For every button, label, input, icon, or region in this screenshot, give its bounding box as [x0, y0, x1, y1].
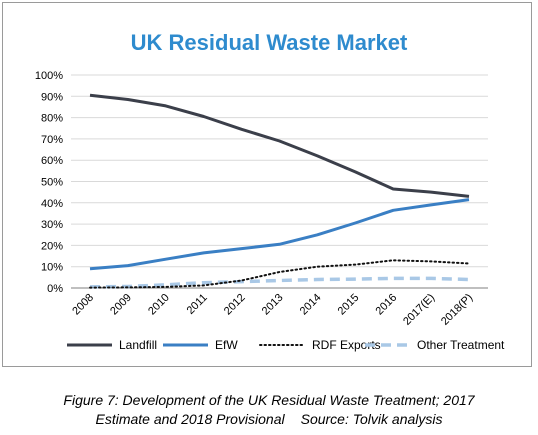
series-line-rdf-exports	[89, 259, 470, 289]
y-tick-label: 70%	[41, 134, 63, 146]
legend-label: EfW	[215, 338, 238, 352]
y-tick-label: 20%	[41, 240, 63, 252]
x-tick-label: 2015	[336, 292, 362, 318]
y-tick-label: 60%	[41, 155, 63, 167]
y-tick-label: 0%	[47, 283, 63, 295]
x-tick-label: 2010	[146, 292, 172, 318]
x-tick-label: 2009	[108, 292, 134, 318]
legend-label: Other Treatment	[417, 338, 505, 352]
y-tick-label: 30%	[41, 219, 63, 231]
caption-source: Source: Tolvik analysis	[300, 411, 443, 427]
series-line-efw	[89, 198, 470, 271]
y-tick-label: 10%	[41, 262, 63, 274]
y-tick-label: 50%	[41, 177, 63, 189]
y-tick-label: 90%	[41, 91, 63, 103]
legend-label: RDF Exports	[312, 338, 381, 352]
x-tick-label: 2008	[70, 292, 96, 318]
chart-plot: 0% 10% 20% 30% 40% 50% 60% 70% 80% 90% 100% 2008 200…	[35, 70, 505, 352]
series-line-landfill	[89, 93, 470, 198]
caption-line-1: Figure 7: Development of the UK Residual…	[63, 392, 475, 408]
x-tick-label: 2018(P)	[439, 292, 475, 328]
figure-caption: Figure 7: Development of the UK Residual…	[0, 391, 538, 429]
legend-label: Landfill	[119, 338, 157, 352]
x-tick-label: 2013	[260, 292, 286, 318]
y-tick-label: 80%	[41, 113, 63, 125]
series-line-other-treatment	[89, 276, 470, 289]
x-tick-label: 2017(E)	[401, 292, 437, 328]
chart-frame	[2, 2, 532, 367]
caption-line-2-text: Estimate and 2018 Provisional	[95, 411, 285, 427]
y-tick-label: 100%	[35, 70, 63, 82]
x-tick-label: 2016	[374, 292, 400, 318]
chart-title: UK Residual Waste Market	[130, 30, 408, 55]
x-tick-label: 2012	[222, 292, 248, 318]
x-tick-label: 2011	[185, 292, 210, 317]
x-tick-label: 2014	[298, 292, 324, 318]
caption-line-2: Estimate and 2018 Provisional Source: Tol…	[0, 410, 538, 429]
y-tick-label: 40%	[41, 198, 63, 210]
